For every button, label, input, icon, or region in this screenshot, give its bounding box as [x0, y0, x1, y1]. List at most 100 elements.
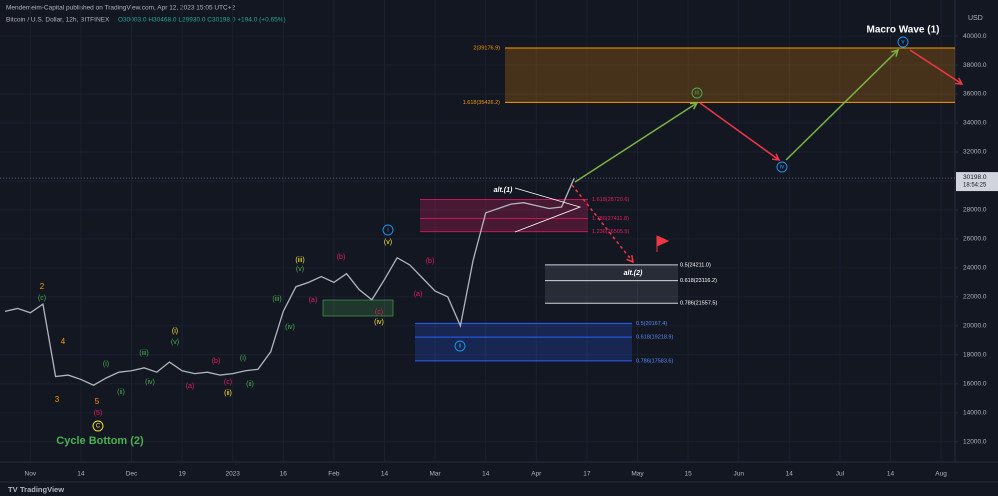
projection: [571, 184, 634, 263]
x-tick-label: May: [631, 471, 644, 478]
x-tick-label: Nov: [25, 471, 37, 478]
fib-label: 1.786(27411.8): [592, 216, 629, 222]
y-tick-label: 34000.0: [963, 120, 987, 127]
last-price: 30198.0: [963, 174, 987, 181]
wave-circle: [454, 340, 466, 352]
x-tick-label: 17: [583, 471, 591, 478]
arrow-head: [689, 102, 699, 110]
y-tick-label: 32000.0: [963, 149, 987, 156]
fib-zone: [420, 199, 588, 232]
projection: [909, 49, 963, 85]
annotation: (ii): [117, 389, 125, 396]
brand: TradingView: [20, 485, 64, 494]
annotation: (iii): [272, 296, 281, 303]
annotation: (iii): [295, 257, 304, 264]
annotation: (iv): [285, 324, 295, 331]
annotation: (iv): [374, 319, 384, 326]
y-tick-label: 36000.0: [963, 91, 987, 98]
symbol: Bitcoin / U.S. Dollar, 12h, BITFINEX: [6, 17, 110, 24]
x-tick-label: Dec: [126, 471, 138, 478]
brand-logo: TV: [8, 485, 18, 494]
annotation: (c): [375, 309, 383, 316]
annotation: (5): [94, 410, 103, 417]
annotation: (i): [240, 355, 246, 362]
annotation: ii: [459, 344, 462, 350]
x-tick-label: Apr: [531, 471, 542, 478]
annotation: (v): [384, 239, 392, 246]
last-price-box: [956, 172, 998, 192]
wave-circle: [776, 161, 788, 173]
x-tick-label: Mar: [429, 471, 441, 478]
x-tick-label: 14: [887, 471, 895, 478]
annotation: (a): [186, 383, 195, 390]
annotation: Cycle Bottom (2): [56, 435, 144, 447]
arrow-head: [771, 153, 781, 161]
y-tick-label: 26000.0: [963, 236, 987, 243]
y-tick-label: 20000.0: [963, 323, 987, 330]
annotation: iii: [695, 91, 699, 97]
wave-circle: [92, 420, 104, 432]
fib-label: 0.786(21557.5): [680, 301, 717, 307]
annotation: (ii): [224, 390, 232, 397]
fib-label: 1.236(26505.5): [592, 229, 629, 235]
annotation: 3: [55, 395, 60, 404]
fib-label: 1.618(35426.2): [463, 100, 500, 106]
annotation: (c): [224, 379, 232, 386]
ohlc: O30003.0 H30468.0 L29930.0 C30198.0 +194…: [118, 17, 286, 24]
flag: [656, 235, 670, 252]
wave-circle: [382, 224, 394, 236]
publisher: Mendemeim-Capital published on TradingVi…: [6, 5, 236, 12]
y-tick-label: 12000.0: [963, 438, 987, 445]
annotation: (i): [103, 361, 109, 368]
x-tick-label: 2023: [225, 471, 240, 478]
annotation: 4: [61, 337, 66, 346]
annotation: (iii): [139, 350, 148, 357]
y-tick-label: 16000.0: [963, 380, 987, 387]
annotation: (b): [426, 258, 435, 265]
x-tick-label: Feb: [328, 471, 340, 478]
annotation: (ii): [246, 381, 254, 388]
y-tick-label: 24000.0: [963, 265, 987, 272]
y-tick-label: 18000.0: [963, 352, 987, 359]
projection: [785, 49, 899, 161]
x-tick-label: 16: [280, 471, 288, 478]
x-tick-label: 15: [684, 471, 692, 478]
fib-label: 0.5(20167.4): [636, 321, 667, 327]
y-tick-label: 14000.0: [963, 409, 987, 416]
annotation: (a): [309, 297, 318, 304]
x-tick-label: Aug: [935, 471, 947, 478]
arrow-head: [954, 77, 964, 85]
annotation: 5: [95, 397, 100, 406]
annotation: C: [96, 424, 101, 430]
annotation: (a): [414, 291, 423, 298]
x-tick-label: 14: [482, 471, 490, 478]
projection: [574, 102, 698, 183]
fib-label: 1.618(28720.6): [592, 197, 629, 203]
x-tick-label: 19: [178, 471, 186, 478]
x-tick-label: 14: [381, 471, 389, 478]
y-tick-label: 22000.0: [963, 294, 987, 301]
annotation: (i): [172, 328, 178, 335]
fib-label: 0.618(19218.9): [636, 335, 673, 341]
y-tick-label: 40000.0: [963, 33, 987, 40]
annotation: i: [387, 228, 388, 234]
fib-label: 2(39176.9): [473, 45, 500, 51]
fib-zone: [545, 264, 678, 304]
fib-label: 0.5(24211.0): [680, 262, 711, 268]
annotation: (v): [296, 266, 304, 273]
triangle: [514, 187, 582, 233]
fib-zone: [415, 323, 632, 361]
annotation: 2: [40, 282, 45, 291]
annotation: (v): [171, 339, 179, 346]
annotation: alt.(1): [494, 187, 513, 194]
annotation: alt.(2): [624, 270, 643, 277]
annotation: v: [902, 40, 905, 46]
arrow-head: [626, 254, 634, 264]
y-tick-label: 38000.0: [963, 62, 987, 69]
projection: [699, 102, 780, 161]
annotation: (b): [212, 358, 221, 365]
fib-label: 0.786(17583.6): [636, 358, 673, 364]
annotation: iv: [780, 165, 784, 171]
currency: USD: [968, 15, 983, 22]
